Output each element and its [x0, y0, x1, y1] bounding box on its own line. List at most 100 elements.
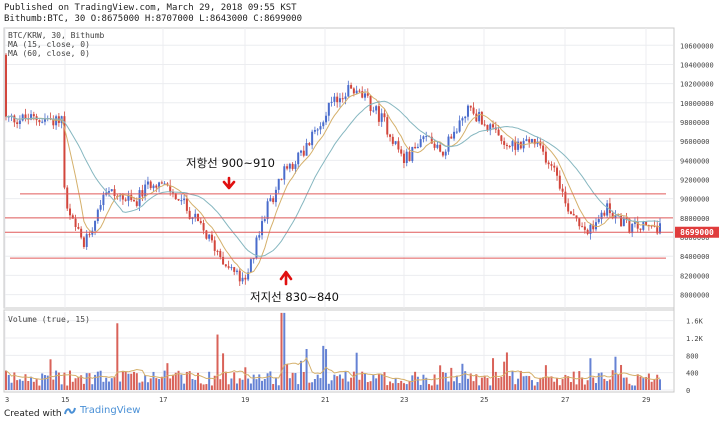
volume-title: Volume (true, 15) — [8, 315, 90, 324]
volume-bar — [594, 383, 597, 390]
candle-body — [414, 146, 417, 149]
ma15-line — [5, 91, 661, 275]
up-arrow-icon — [279, 270, 293, 286]
volume-bar — [43, 375, 46, 390]
volume-bar — [55, 370, 58, 390]
candle-body — [160, 182, 163, 184]
candle-body — [466, 105, 469, 117]
volume-bar — [107, 381, 110, 390]
volume-tick-label: 400 — [686, 370, 699, 378]
volume-bar — [364, 373, 367, 390]
candle-body — [247, 272, 250, 280]
candle-body — [583, 226, 586, 230]
candle-body — [199, 221, 202, 224]
price-tick-label: 8600000 — [680, 234, 710, 242]
candle-body — [69, 208, 72, 216]
candle-body — [336, 96, 339, 103]
candle-body — [533, 139, 536, 145]
candle-body — [333, 96, 336, 102]
volume-bar — [219, 379, 222, 390]
candle-body — [514, 141, 517, 150]
candle-body — [110, 189, 113, 192]
volume-bar — [222, 353, 225, 390]
volume-bar — [288, 378, 291, 390]
candle-body — [77, 226, 80, 229]
volume-bar — [91, 384, 94, 390]
up-arrow-shape — [279, 270, 293, 286]
volume-bar — [255, 379, 258, 390]
volume-bar — [141, 381, 144, 390]
candle-body — [528, 139, 531, 143]
volume-bar — [49, 359, 52, 390]
volume-bar — [291, 372, 294, 390]
volume-axis-ticks: 0 400 800 1.2K 1.6K — [686, 318, 704, 395]
candle-body — [447, 136, 450, 152]
volume-bar — [408, 381, 411, 390]
candle-body — [597, 219, 600, 223]
volume-bar — [500, 376, 503, 390]
volume-bar — [592, 377, 595, 390]
candle-body — [402, 153, 405, 164]
candle-body — [453, 131, 456, 139]
price-tick-label: 10000000 — [680, 100, 714, 108]
volume-bar — [544, 365, 547, 390]
candle-body — [32, 114, 35, 117]
candle-body — [355, 90, 358, 94]
candle-body — [508, 146, 511, 148]
volume-bar — [352, 371, 355, 390]
candle-body — [389, 134, 392, 137]
candle-body — [55, 116, 58, 126]
volume-bar — [344, 371, 347, 390]
candle-body — [102, 194, 105, 206]
candle-body — [439, 144, 442, 152]
volume-bar — [430, 385, 433, 390]
volume-bar — [528, 376, 531, 390]
volume-bar — [389, 381, 392, 390]
volume-bar — [519, 370, 522, 390]
volume-bar — [383, 372, 386, 390]
candle-body — [500, 135, 503, 142]
candle-body — [606, 203, 609, 216]
candle-body — [266, 201, 269, 220]
candle-body — [119, 195, 122, 197]
candle-body — [177, 199, 180, 201]
candle-body — [575, 215, 578, 219]
volume-bar — [133, 371, 136, 390]
volume-bar — [313, 379, 316, 390]
volume-bar — [96, 371, 99, 390]
volume-bar — [455, 375, 458, 390]
candle-body — [302, 150, 305, 156]
volume-bar — [235, 383, 238, 390]
candle-body — [416, 146, 419, 149]
candle-body — [5, 54, 7, 117]
volume-bar — [419, 384, 422, 390]
price-tick-label: 10400000 — [680, 61, 714, 69]
volume-tick-label: 1.6K — [686, 318, 704, 326]
volume-bar — [241, 379, 244, 390]
volume-bar — [261, 380, 264, 390]
candle-body — [52, 118, 55, 126]
candle-body — [561, 188, 564, 192]
volume-bar — [414, 371, 417, 390]
candle-body — [325, 115, 328, 123]
candle-body — [377, 106, 380, 122]
volume-bar — [191, 379, 194, 390]
price-tick-label: 8200000 — [680, 272, 710, 280]
candle-body — [113, 189, 116, 196]
volume-bar — [52, 379, 55, 390]
candle-body — [347, 85, 350, 97]
volume-bar — [199, 383, 202, 390]
volume-bar — [458, 383, 461, 390]
down-arrow-shape — [222, 176, 236, 190]
volume-bar — [447, 381, 450, 390]
volume-bar — [517, 378, 520, 390]
volume-bar — [327, 383, 330, 390]
volume-bar — [144, 374, 147, 390]
volume-bar — [286, 364, 289, 390]
volume-bar — [464, 371, 467, 390]
candle-body — [213, 240, 216, 251]
volume-bar — [558, 385, 561, 390]
volume-bar — [322, 345, 325, 390]
candle-body — [305, 142, 308, 156]
candle-body — [258, 235, 261, 238]
